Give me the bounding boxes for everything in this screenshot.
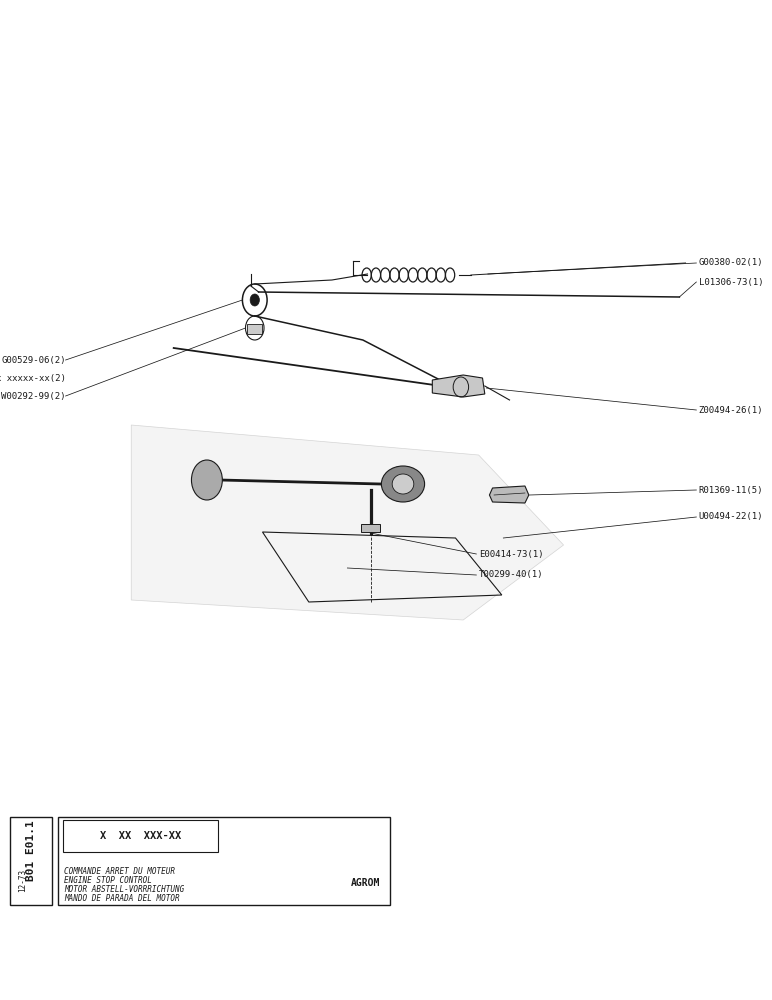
Circle shape — [250, 294, 259, 306]
Circle shape — [191, 460, 222, 500]
Text: MANDO DE PARADA DEL MOTOR: MANDO DE PARADA DEL MOTOR — [64, 894, 180, 903]
Text: G00529-06(2): G00529-06(2) — [1, 356, 66, 364]
Text: L01306-73(1): L01306-73(1) — [699, 277, 764, 286]
Text: AGROM: AGROM — [351, 878, 381, 888]
Text: U00494-22(1): U00494-22(1) — [699, 512, 764, 522]
Text: R01369-11(5): R01369-11(5) — [699, 486, 764, 494]
Ellipse shape — [381, 466, 425, 502]
FancyBboxPatch shape — [247, 324, 262, 334]
FancyBboxPatch shape — [58, 817, 390, 905]
Polygon shape — [489, 486, 529, 503]
Text: Z00494-26(1): Z00494-26(1) — [699, 406, 764, 414]
Polygon shape — [432, 375, 485, 397]
Text: X  XX  XXX-XX: X XX XXX-XX — [100, 831, 181, 841]
Text: T00299-40(1): T00299-40(1) — [479, 570, 543, 580]
Text: x xxxxx-xx(2): x xxxxx-xx(2) — [0, 373, 66, 382]
Polygon shape — [361, 524, 380, 532]
Text: 12-73: 12-73 — [19, 869, 27, 892]
Text: MOTOR ABSTELL-VORRRICHTUNG: MOTOR ABSTELL-VORRRICHTUNG — [64, 885, 185, 894]
Text: B01 E01.1: B01 E01.1 — [26, 820, 36, 881]
Polygon shape — [131, 425, 564, 620]
FancyBboxPatch shape — [10, 817, 52, 905]
Text: COMMANDE ARRET DU MOTEUR: COMMANDE ARRET DU MOTEUR — [64, 867, 175, 876]
Text: ENGINE STOP CONTROL: ENGINE STOP CONTROL — [64, 876, 152, 885]
Text: G00380-02(1): G00380-02(1) — [699, 258, 764, 267]
Text: W00292-99(2): W00292-99(2) — [1, 391, 66, 400]
Ellipse shape — [392, 474, 414, 494]
Text: E00414-73(1): E00414-73(1) — [479, 550, 543, 558]
